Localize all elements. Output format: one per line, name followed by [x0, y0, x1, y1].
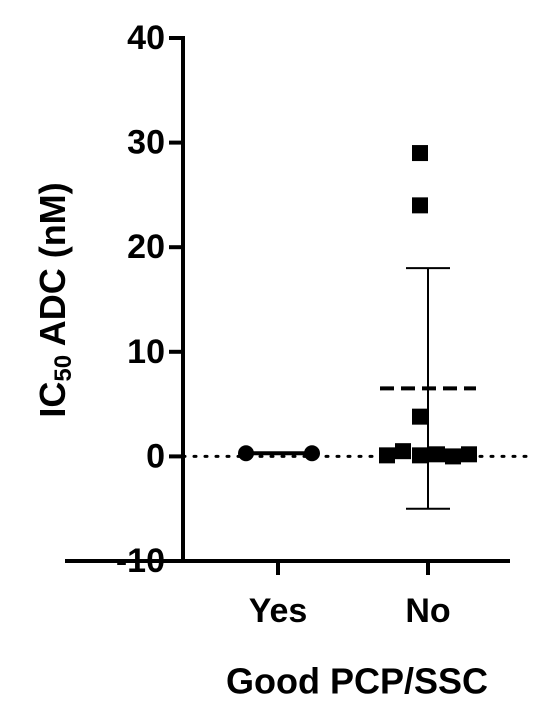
- point: [395, 443, 411, 460]
- y-label-sub: 50: [50, 355, 77, 382]
- point: [412, 447, 428, 464]
- x-tick-label: No: [405, 592, 450, 630]
- y-tick-label: 30: [127, 124, 165, 162]
- point: [412, 145, 428, 162]
- y-tick-label: 40: [127, 19, 165, 57]
- point: [445, 448, 461, 465]
- y-tick-label: -10: [116, 542, 165, 580]
- point: [429, 446, 445, 463]
- point: [412, 408, 428, 425]
- y-label-part: IC: [32, 382, 73, 418]
- x-tick-label: Yes: [249, 592, 308, 630]
- y-label-part: ADC (nM): [32, 182, 73, 355]
- point: [304, 445, 320, 462]
- y-axis-label: IC50 ADC (nM): [32, 182, 78, 417]
- point: [461, 446, 477, 463]
- point: [379, 447, 395, 464]
- x-axis-label: Good PCP/SSC: [226, 661, 488, 702]
- y-tick-label: 0: [146, 437, 165, 475]
- point: [238, 445, 254, 462]
- y-tick-label: 10: [127, 333, 165, 371]
- y-tick-label: 20: [127, 228, 165, 266]
- point: [412, 197, 428, 214]
